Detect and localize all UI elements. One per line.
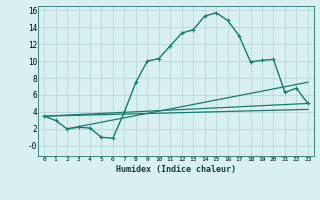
X-axis label: Humidex (Indice chaleur): Humidex (Indice chaleur)	[116, 165, 236, 174]
